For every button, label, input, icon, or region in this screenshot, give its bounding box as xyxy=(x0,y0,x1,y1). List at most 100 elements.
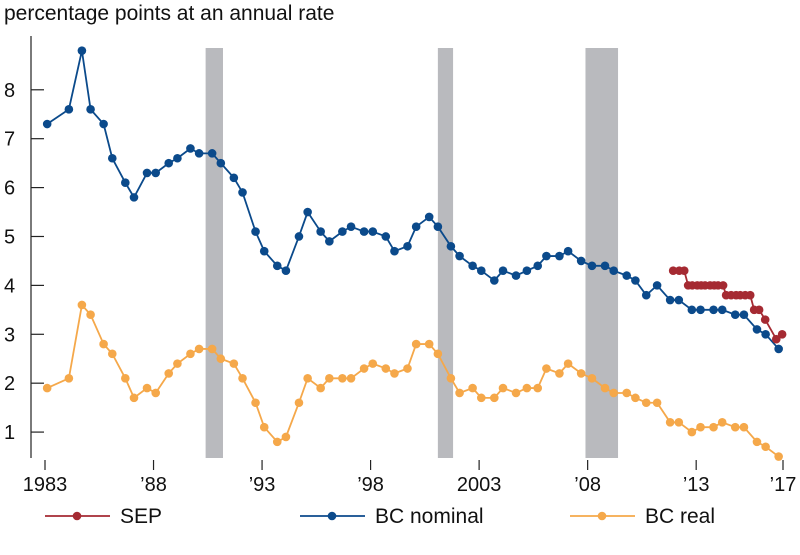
data-point-bc-nominal xyxy=(631,276,640,285)
data-point-bc-real xyxy=(186,349,195,359)
chart-title: percentage points at an annual rate xyxy=(4,2,335,25)
data-point-bc-real xyxy=(542,364,551,373)
data-point-bc-nominal xyxy=(207,149,217,158)
data-point-bc-nominal xyxy=(403,241,412,251)
y-tick-label: 5 xyxy=(4,226,15,248)
data-point-bc-real xyxy=(303,373,312,383)
y-tick-label: 3 xyxy=(4,324,15,346)
data-point-bc-nominal xyxy=(303,207,312,217)
data-point-bc-real xyxy=(403,364,412,373)
series-lines xyxy=(42,46,787,461)
series-line-sep xyxy=(673,269,783,341)
data-point-bc-real xyxy=(99,339,108,349)
data-point-bc-real xyxy=(424,339,434,349)
data-point-bc-real xyxy=(216,354,226,364)
data-point-bc-nominal xyxy=(359,227,369,236)
legend-item-bc-nominal: BC nominal xyxy=(300,505,484,528)
data-point-bc-real xyxy=(207,344,217,354)
recession-bar xyxy=(205,48,223,458)
data-point-sep xyxy=(679,266,689,276)
data-point-bc-real xyxy=(609,388,618,398)
data-point-bc-nominal xyxy=(251,227,260,236)
data-point-bc-real xyxy=(281,432,291,442)
data-point-bc-real xyxy=(511,388,521,398)
data-point-bc-nominal xyxy=(77,46,87,55)
data-point-bc-nominal xyxy=(338,227,347,236)
data-point-bc-nominal xyxy=(173,153,182,163)
data-point-bc-nominal xyxy=(687,305,697,315)
data-point-bc-nominal xyxy=(446,241,456,251)
data-point-bc-real xyxy=(555,369,564,378)
series-bc-real xyxy=(42,300,783,461)
data-point-bc-real xyxy=(359,364,369,373)
data-point-bc-real xyxy=(674,418,684,427)
data-point-bc-nominal xyxy=(576,256,586,266)
data-point-bc-nominal xyxy=(455,251,464,261)
legend-item-sep: SEP xyxy=(45,505,162,528)
data-point-bc-real xyxy=(77,300,87,310)
data-point-bc-nominal xyxy=(238,188,247,197)
data-point-bc-real xyxy=(229,359,239,368)
data-point-bc-nominal xyxy=(752,325,762,334)
data-point-bc-nominal xyxy=(730,310,740,320)
data-point-bc-nominal xyxy=(294,232,304,241)
data-point-bc-nominal xyxy=(316,227,325,236)
data-point-bc-nominal xyxy=(433,222,443,232)
data-point-bc-real xyxy=(687,427,697,437)
data-point-bc-nominal xyxy=(86,105,95,114)
data-point-bc-nominal xyxy=(381,232,391,241)
data-point-bc-real xyxy=(730,422,740,432)
series-bc-nominal xyxy=(42,46,783,354)
data-point-bc-nominal xyxy=(107,153,117,163)
data-point-bc-nominal xyxy=(563,246,573,256)
data-point-bc-real xyxy=(533,383,543,393)
data-point-bc-nominal xyxy=(641,290,651,300)
data-point-bc-nominal xyxy=(411,222,421,232)
data-point-bc-real xyxy=(316,383,325,393)
x-tick-label: ’08 xyxy=(574,474,601,496)
data-point-bc-real xyxy=(272,437,282,447)
legend-label: BC real xyxy=(645,505,715,528)
x-tick-label: ’17 xyxy=(770,474,797,496)
data-point-bc-real xyxy=(709,422,718,432)
x-tick-label: 1983 xyxy=(23,474,68,496)
data-point-bc-nominal xyxy=(622,271,632,280)
legend-marker xyxy=(597,511,607,521)
data-point-bc-nominal xyxy=(709,305,718,315)
data-point-bc-nominal xyxy=(64,105,74,114)
data-point-bc-real xyxy=(739,422,749,432)
data-point-bc-nominal xyxy=(259,246,269,256)
data-point-bc-nominal xyxy=(774,344,783,354)
data-point-bc-real xyxy=(752,437,762,447)
data-point-bc-real xyxy=(522,383,532,393)
data-point-bc-real xyxy=(151,388,160,398)
legend-label: SEP xyxy=(120,505,162,528)
data-point-bc-real xyxy=(665,418,675,427)
data-point-bc-real xyxy=(142,383,152,393)
data-point-bc-real xyxy=(717,418,727,427)
data-point-bc-nominal xyxy=(522,266,532,276)
data-point-bc-nominal xyxy=(129,193,139,202)
data-point-sep xyxy=(754,305,764,315)
data-point-bc-nominal xyxy=(761,329,770,339)
data-point-bc-real xyxy=(368,359,378,368)
data-point-bc-nominal xyxy=(468,261,477,271)
data-point-bc-real xyxy=(576,369,586,378)
x-tick-label: 2003 xyxy=(457,474,502,496)
data-point-sep xyxy=(771,334,781,344)
y-tick-label: 4 xyxy=(4,275,15,297)
data-point-bc-real xyxy=(774,452,783,461)
data-point-bc-real xyxy=(64,373,74,383)
data-point-bc-nominal xyxy=(511,271,521,280)
data-point-bc-real xyxy=(563,359,573,368)
data-point-bc-nominal xyxy=(142,168,152,178)
data-point-bc-nominal xyxy=(542,251,551,261)
data-point-bc-nominal xyxy=(272,261,282,271)
data-point-bc-real xyxy=(42,383,52,393)
data-point-bc-nominal xyxy=(164,158,174,168)
data-point-bc-nominal xyxy=(216,158,226,168)
data-point-bc-nominal xyxy=(498,266,508,276)
data-point-bc-nominal xyxy=(674,295,684,305)
data-point-bc-real xyxy=(121,373,130,383)
data-point-bc-nominal xyxy=(42,119,52,129)
